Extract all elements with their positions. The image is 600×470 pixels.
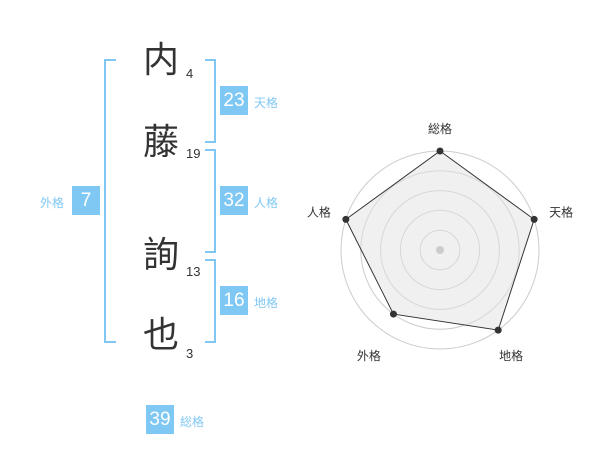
gaikaku-bracket xyxy=(104,59,116,343)
data-point xyxy=(530,215,538,223)
axis-label: 総格 xyxy=(428,121,452,136)
data-point xyxy=(436,147,444,155)
jinkaku-label: 人格 xyxy=(254,196,279,210)
data-point xyxy=(494,326,502,334)
name-char-3: 詢 xyxy=(142,235,179,276)
gaikaku-value: 7 xyxy=(72,186,100,215)
stroke-count-4: 3 xyxy=(186,346,194,361)
stroke-count-3: 13 xyxy=(186,264,201,279)
name-char-4: 也 xyxy=(142,315,179,356)
gaikaku-label: 外格 xyxy=(40,196,65,210)
axis-label: 人格 xyxy=(307,205,331,220)
center-dot xyxy=(436,246,444,254)
stroke-count-2: 19 xyxy=(186,146,201,161)
axis-label: 天格 xyxy=(549,205,573,220)
stroke-count-1: 4 xyxy=(186,66,194,81)
jinkaku-value: 32 xyxy=(220,186,248,215)
soukaku-label: 総格 xyxy=(180,415,205,429)
jinkaku-bracket xyxy=(205,149,216,253)
axis-label: 地格 xyxy=(499,348,523,363)
name-char-2: 藤 xyxy=(142,122,179,163)
tenkaku-value: 23 xyxy=(220,86,248,115)
radar-polygon xyxy=(345,150,535,331)
tenkaku-bracket xyxy=(205,59,216,143)
axis-label: 外格 xyxy=(357,348,381,363)
data-point xyxy=(342,215,350,223)
chikaku-bracket xyxy=(205,259,216,343)
chikaku-label: 地格 xyxy=(254,296,279,310)
chikaku-value: 16 xyxy=(220,286,248,315)
data-point xyxy=(389,310,397,318)
tenkaku-label: 天格 xyxy=(254,96,279,110)
soukaku-value: 39 xyxy=(146,405,174,434)
name-char-1: 内 xyxy=(142,40,179,81)
